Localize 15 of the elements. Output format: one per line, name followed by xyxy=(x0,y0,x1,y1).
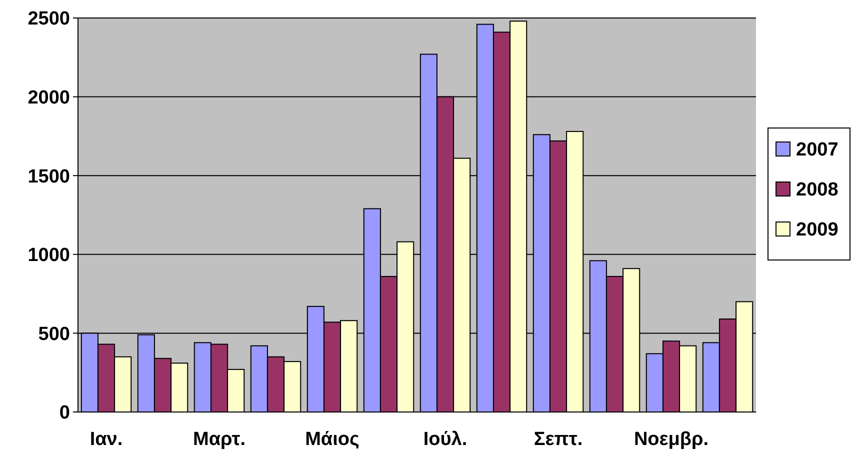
y-tick-label: 1500 xyxy=(28,166,70,188)
y-tick-label: 0 xyxy=(59,402,70,424)
x-tick-label: Μάιος xyxy=(305,429,360,450)
x-tick-label: Σεπτ. xyxy=(534,429,583,450)
legend-label: 2008 xyxy=(796,180,838,201)
legend-label: 2009 xyxy=(796,220,838,241)
x-tick-label: Νοεμβρ. xyxy=(634,429,709,450)
x-tick-label: Μαρτ. xyxy=(193,429,246,450)
x-tick-label: Ιαν. xyxy=(90,429,123,450)
y-tick-label: 1000 xyxy=(28,245,70,266)
x-tick-label: Ιούλ. xyxy=(423,429,468,450)
legend-label: 2007 xyxy=(796,140,838,161)
y-tick-label: 2500 xyxy=(28,8,70,30)
y-tick-label: 500 xyxy=(38,324,70,345)
y-tick-label: 2000 xyxy=(28,87,70,108)
